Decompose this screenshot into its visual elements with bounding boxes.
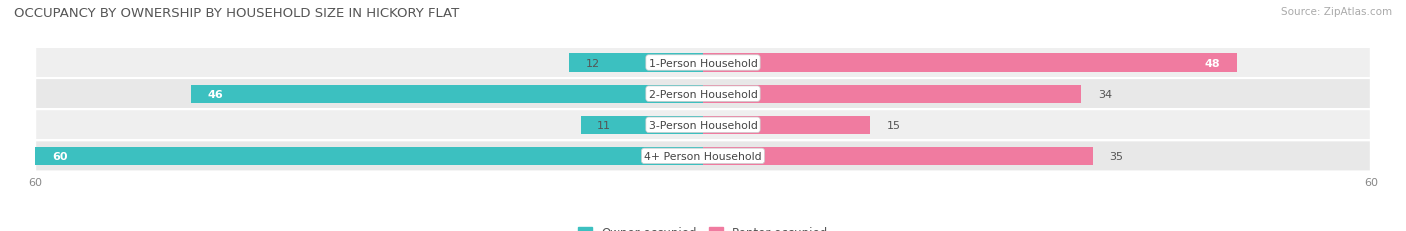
Text: 4+ Person Household: 4+ Person Household	[644, 151, 762, 161]
Text: 34: 34	[1098, 89, 1112, 99]
Bar	[35, 147, 703, 165]
Text: 15: 15	[887, 120, 901, 130]
Text: 11: 11	[598, 120, 612, 130]
Bar	[581, 116, 703, 134]
Text: 1-Person Household: 1-Person Household	[648, 58, 758, 68]
Text: 35: 35	[1109, 151, 1123, 161]
Text: 46: 46	[208, 89, 224, 99]
Bar	[569, 54, 703, 72]
Text: 12: 12	[586, 58, 600, 68]
Bar	[703, 147, 1092, 165]
FancyBboxPatch shape	[35, 48, 1371, 79]
Text: 3-Person Household: 3-Person Household	[648, 120, 758, 130]
Text: 2-Person Household: 2-Person Household	[648, 89, 758, 99]
FancyBboxPatch shape	[35, 79, 1371, 110]
Bar	[703, 54, 1237, 72]
FancyBboxPatch shape	[35, 110, 1371, 141]
Text: Source: ZipAtlas.com: Source: ZipAtlas.com	[1281, 7, 1392, 17]
Bar	[703, 116, 870, 134]
FancyBboxPatch shape	[35, 141, 1371, 172]
Bar	[703, 85, 1081, 103]
Text: 48: 48	[1205, 58, 1220, 68]
Text: OCCUPANCY BY OWNERSHIP BY HOUSEHOLD SIZE IN HICKORY FLAT: OCCUPANCY BY OWNERSHIP BY HOUSEHOLD SIZE…	[14, 7, 460, 20]
Legend: Owner-occupied, Renter-occupied: Owner-occupied, Renter-occupied	[572, 221, 834, 231]
Bar	[191, 85, 703, 103]
Text: 60: 60	[52, 151, 67, 161]
